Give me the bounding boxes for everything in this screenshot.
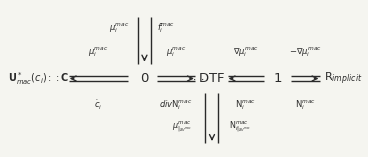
Text: $\mu_{|_{\partial V^{mac}}}^{mac}$: $\mu_{|_{\partial V^{mac}}}^{mac}$ (172, 120, 192, 135)
Text: $\mu_i^{mac}$: $\mu_i^{mac}$ (166, 45, 186, 59)
Text: $\mathrm{N}_i^{mac}$: $\mathrm{N}_i^{mac}$ (295, 98, 316, 112)
Text: $\mathrm{N}_i^{mac}$: $\mathrm{N}_i^{mac}$ (235, 98, 256, 112)
Text: $-\nabla\mu_i^{mac}$: $-\nabla\mu_i^{mac}$ (289, 45, 322, 59)
Text: $div\mathrm{N}_i^{mac}$: $div\mathrm{N}_i^{mac}$ (159, 98, 193, 112)
Text: $1$: $1$ (273, 72, 283, 85)
Text: $\mathit{f}_i^{mac}$: $\mathit{f}_i^{mac}$ (157, 22, 175, 35)
Text: $\dot{c}_i$: $\dot{c}_i$ (94, 98, 103, 112)
Text: $\mathrm{N}_{i|_{\partial V^{mac}}}^{mac}$: $\mathrm{N}_{i|_{\partial V^{mac}}}^{mac… (229, 120, 251, 135)
Text: $\cdot\;\cdot$: $\cdot\;\cdot$ (192, 73, 205, 84)
Text: $\nabla\mu_i^{mac}$: $\nabla\mu_i^{mac}$ (233, 45, 258, 59)
Text: $0$: $0$ (140, 72, 149, 85)
Text: $\mathbf{U}^*_{mac}(c_i)::\mathbf{C}$: $\mathbf{U}^*_{mac}(c_i)::\mathbf{C}$ (7, 70, 68, 87)
Text: $\mathrm{R}_{implicit}$: $\mathrm{R}_{implicit}$ (324, 70, 362, 87)
Text: $\mathrm{DTF}$: $\mathrm{DTF}$ (198, 72, 226, 85)
Text: $\mu_i^{mac}$: $\mu_i^{mac}$ (88, 45, 109, 59)
Text: $\mu_i^{mac}$: $\mu_i^{mac}$ (109, 22, 129, 35)
